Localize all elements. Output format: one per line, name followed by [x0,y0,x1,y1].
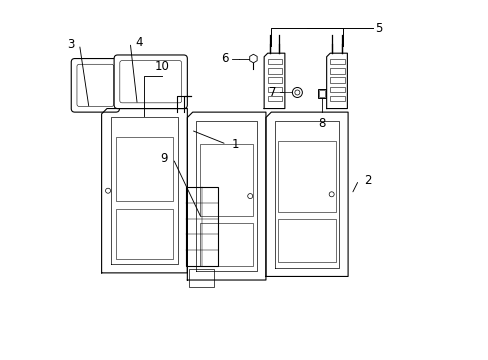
Text: 7: 7 [268,86,276,99]
Text: 9: 9 [160,152,167,165]
Text: 2: 2 [364,174,371,186]
Bar [278,219,335,262]
Text: 8: 8 [317,117,325,130]
Text: 3: 3 [66,38,74,51]
Text: 6: 6 [221,52,228,65]
Bar [329,68,344,73]
Text: 5: 5 [374,22,382,35]
Bar [317,89,325,98]
FancyBboxPatch shape [114,55,187,109]
Bar [267,87,282,92]
Text: 4: 4 [135,36,143,49]
Bar [116,208,173,258]
Bar [267,59,282,64]
FancyBboxPatch shape [71,59,119,112]
Bar [329,59,344,64]
Text: 1: 1 [231,138,239,151]
Bar [267,77,282,83]
Bar [116,137,173,202]
Bar [185,187,217,266]
Bar [329,96,344,102]
Bar [329,87,344,92]
Bar [189,269,214,287]
Bar [200,144,253,216]
Bar [267,96,282,102]
Bar [329,77,344,83]
Bar [200,223,253,266]
Text: 10: 10 [155,60,169,73]
Bar [267,68,282,73]
Bar [318,90,324,97]
Bar [278,141,335,212]
